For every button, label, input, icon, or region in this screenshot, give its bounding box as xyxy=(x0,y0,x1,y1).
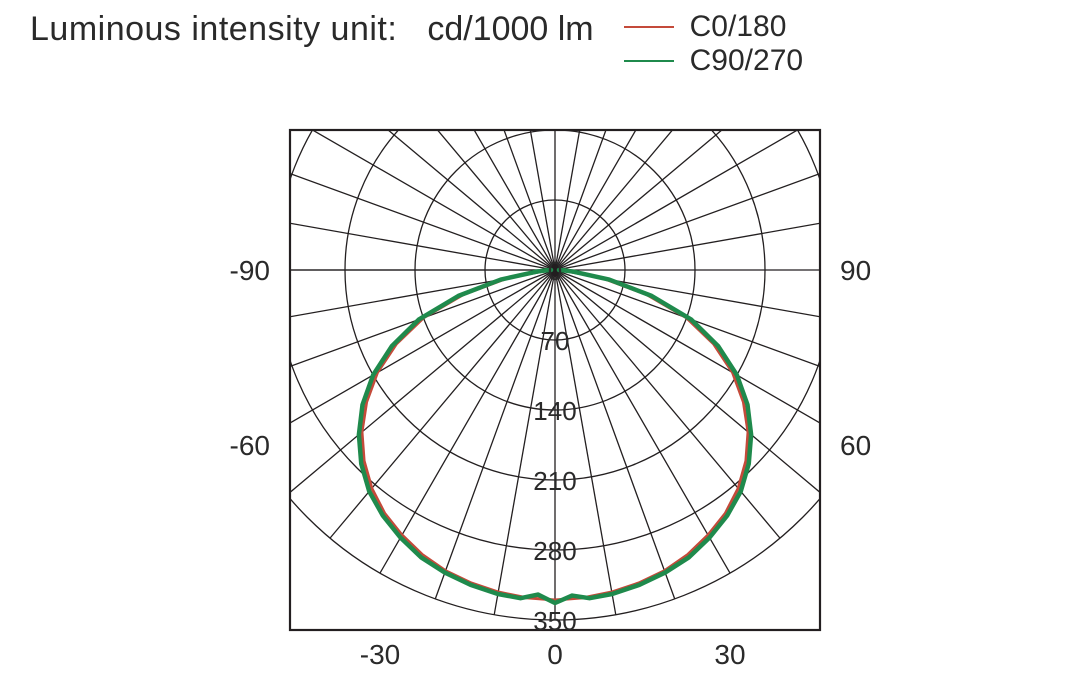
svg-text:60: 60 xyxy=(840,430,871,461)
svg-text:70: 70 xyxy=(541,326,570,356)
svg-text:30: 30 xyxy=(714,639,745,670)
polar-chart: 0 70 140 210 280 350 -90 -60 -30 0 30 60 90 xyxy=(0,90,1080,675)
unit-label: Luminous intensity unit: xyxy=(30,10,397,49)
legend-swatch xyxy=(624,26,674,28)
svg-text:280: 280 xyxy=(533,536,576,566)
svg-text:350: 350 xyxy=(533,606,576,636)
svg-text:0: 0 xyxy=(548,256,562,286)
header: Luminous intensity unit: cd/1000 lm C0/1… xyxy=(30,10,1050,78)
legend: C0/180 C90/270 xyxy=(624,10,803,78)
unit-value: cd/1000 lm xyxy=(427,10,593,49)
svg-text:-30: -30 xyxy=(360,639,400,670)
svg-text:-90: -90 xyxy=(230,255,270,286)
legend-label: C0/180 xyxy=(690,10,787,44)
svg-text:-60: -60 xyxy=(230,430,270,461)
legend-item: C90/270 xyxy=(624,44,803,78)
svg-text:90: 90 xyxy=(840,255,871,286)
legend-label: C90/270 xyxy=(690,44,803,78)
legend-swatch xyxy=(624,60,674,62)
legend-item: C0/180 xyxy=(624,10,803,44)
svg-text:0: 0 xyxy=(547,639,563,670)
svg-text:210: 210 xyxy=(533,466,576,496)
svg-text:140: 140 xyxy=(533,396,576,426)
